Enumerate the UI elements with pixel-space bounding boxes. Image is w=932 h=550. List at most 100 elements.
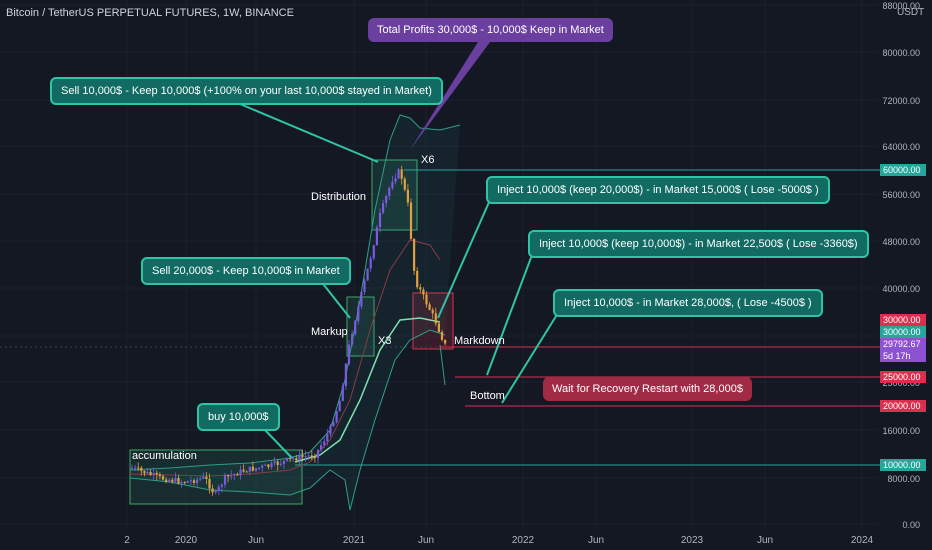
candle-body	[444, 339, 447, 344]
price-tag: 29792.67	[880, 338, 926, 350]
y-tick-label: 64000.00	[882, 142, 920, 152]
candle-body	[320, 445, 323, 450]
band-tail	[439, 344, 446, 386]
sell-20k-callout[interactable]: Sell 20,000$ - Keep 10,000$ in Market	[141, 257, 351, 285]
candle-body	[419, 287, 422, 290]
candle-body	[332, 422, 335, 427]
candle-body	[394, 178, 397, 182]
candle-body	[357, 306, 360, 322]
candle-body	[422, 289, 425, 295]
candle-body	[354, 321, 357, 335]
x-tick-label: 2022	[512, 535, 535, 546]
basis-line	[129, 239, 441, 477]
candle-body	[242, 469, 245, 472]
candle-body	[273, 461, 276, 464]
candle-body	[177, 477, 180, 484]
inject-1-callout[interactable]: Inject 10,000$ (keep 20,000$) - in Marke…	[486, 176, 830, 204]
candle-body	[329, 426, 332, 435]
candle-body	[155, 473, 158, 475]
sell-10k-callout[interactable]: Sell 10,000$ - Keep 10,000$ (+100% on yo…	[50, 77, 443, 105]
candle-body	[261, 465, 264, 468]
candle-body	[375, 227, 378, 246]
candle-body	[180, 482, 183, 484]
candle-body	[310, 455, 313, 458]
markdown-label: Markdown	[454, 335, 505, 347]
candle-body	[251, 466, 254, 471]
price-tag: 30000.00	[880, 314, 926, 326]
x-tick-label: Jun	[757, 535, 773, 546]
candle-body	[292, 458, 295, 460]
candle-body	[140, 467, 143, 471]
candle-body	[351, 334, 354, 345]
phase-zones	[129, 159, 454, 505]
candle-body	[335, 411, 338, 423]
candle-body	[137, 467, 140, 469]
candlesticks	[130, 165, 447, 496]
candle-body	[409, 202, 413, 239]
inject-3-pointer	[501, 312, 559, 404]
inject-3-callout[interactable]: Inject 10,000$ - in Market 28,000$, ( Lo…	[553, 289, 823, 317]
x-tick-label: 2	[124, 535, 130, 546]
candle-body	[391, 181, 394, 188]
candle-body	[316, 449, 320, 458]
candle-body	[214, 490, 217, 493]
candle-body	[143, 470, 146, 474]
candle-body	[304, 456, 307, 458]
total-profits-callout[interactable]: Total Profits 30,000$ - 10,000$ Keep in …	[368, 18, 613, 42]
candle-body	[307, 455, 310, 457]
candle-body	[192, 480, 196, 483]
candle-body	[220, 484, 223, 487]
x-tick-label: Jun	[418, 535, 434, 546]
candle-body	[434, 313, 437, 324]
candle-body	[431, 309, 434, 314]
inject-2-callout[interactable]: Inject 10,000$ (keep 10,000$) - in Marke…	[528, 230, 869, 258]
candle-body	[295, 458, 298, 461]
candle-body	[313, 457, 316, 459]
y-tick-label: 25000.00	[882, 378, 920, 388]
candle-body	[254, 468, 258, 471]
sell-10k-pointer	[239, 103, 379, 163]
price-axis: 88000.00 80000.00 72000.00 64000.00 56000.00…	[882, 1, 920, 530]
x-tick-label: 2020	[175, 535, 198, 546]
candle-body	[161, 476, 165, 480]
candle-body	[258, 467, 261, 469]
candle-body	[245, 471, 248, 473]
candle-body	[233, 474, 236, 476]
y-tick-label: 8000.00	[887, 474, 920, 484]
bottom-label: Bottom	[470, 390, 505, 402]
symbol-title: Bitcoin / TetherUS PERPETUAL FUTURES, 1W…	[6, 7, 294, 19]
candle-body	[174, 477, 177, 482]
candle-body	[282, 460, 285, 464]
candle-body	[165, 479, 168, 482]
x-tick-label: 2021	[343, 535, 366, 546]
wait-recovery-callout[interactable]: Wait for Recovery Restart with 28,000$	[543, 377, 752, 401]
candle-body	[400, 169, 403, 179]
candle-body	[267, 464, 270, 468]
candle-body	[236, 474, 239, 476]
price-tag: 5d 17h	[880, 350, 926, 362]
candle-body	[248, 466, 251, 472]
accumulation-label: accumulation	[132, 450, 197, 462]
accumulation-zone	[129, 449, 303, 505]
buy-10k-callout[interactable]: buy 10,000$	[197, 403, 280, 431]
candle-body	[403, 178, 406, 190]
candle-body	[406, 189, 409, 203]
candle-body	[223, 475, 227, 485]
candle-body	[168, 479, 171, 482]
candle-body	[360, 291, 363, 307]
candle-body	[196, 479, 199, 483]
candle-body	[382, 203, 385, 213]
candle-body	[323, 441, 326, 446]
bollinger-bands	[129, 114, 461, 511]
price-tag: 60000.00	[880, 164, 926, 176]
candle-body	[205, 476, 208, 480]
candle-body	[279, 463, 282, 465]
x-tick-label: Jun	[588, 535, 604, 546]
price-tag: 20000.00	[880, 400, 926, 412]
moving-average	[294, 317, 441, 463]
candle-body	[202, 476, 205, 479]
buy-10k-pointer	[264, 429, 293, 459]
callout-pointers	[239, 42, 559, 459]
lower-band	[129, 329, 446, 511]
